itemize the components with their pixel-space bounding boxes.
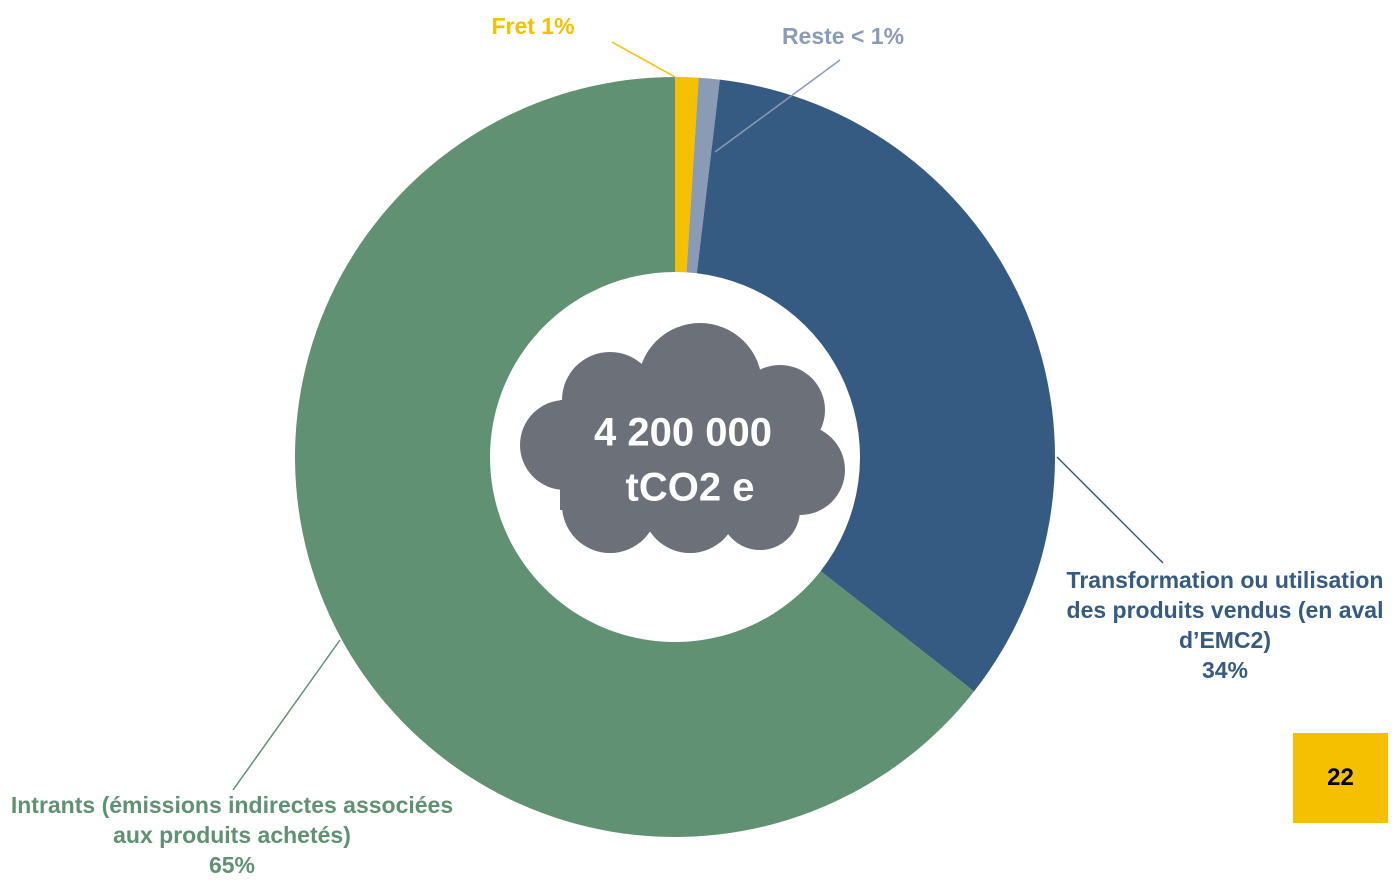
category: Reste [782,23,845,49]
label-fret: Fret 1% [491,13,574,39]
donut-segment [295,77,975,837]
category: Fret [491,13,535,39]
value-label: < 1% [851,23,904,49]
cloud [520,323,845,553]
value-label: 1% [541,13,574,39]
label-reste: Reste < 1% [782,23,904,49]
category: Transformation ou utilisation des produi… [1066,567,1384,653]
label-intrants: Intrants (émissions indirectes associées… [2,790,462,880]
donut-segment [686,77,720,274]
donut-segment [696,79,1056,692]
value-label: 34% [1201,657,1249,683]
label-transformation: Transformation ou utilisation des produi… [1065,565,1385,685]
page-number: 22 [1293,733,1388,823]
center-label: 4 200 000 [594,411,772,455]
leader-lines [232,41,1164,791]
category: Intrants (émissions indirectes associées… [10,792,454,848]
center-label: tCO2 e [626,466,755,510]
value-label: 65% [208,852,256,878]
donut-segment [675,77,699,273]
